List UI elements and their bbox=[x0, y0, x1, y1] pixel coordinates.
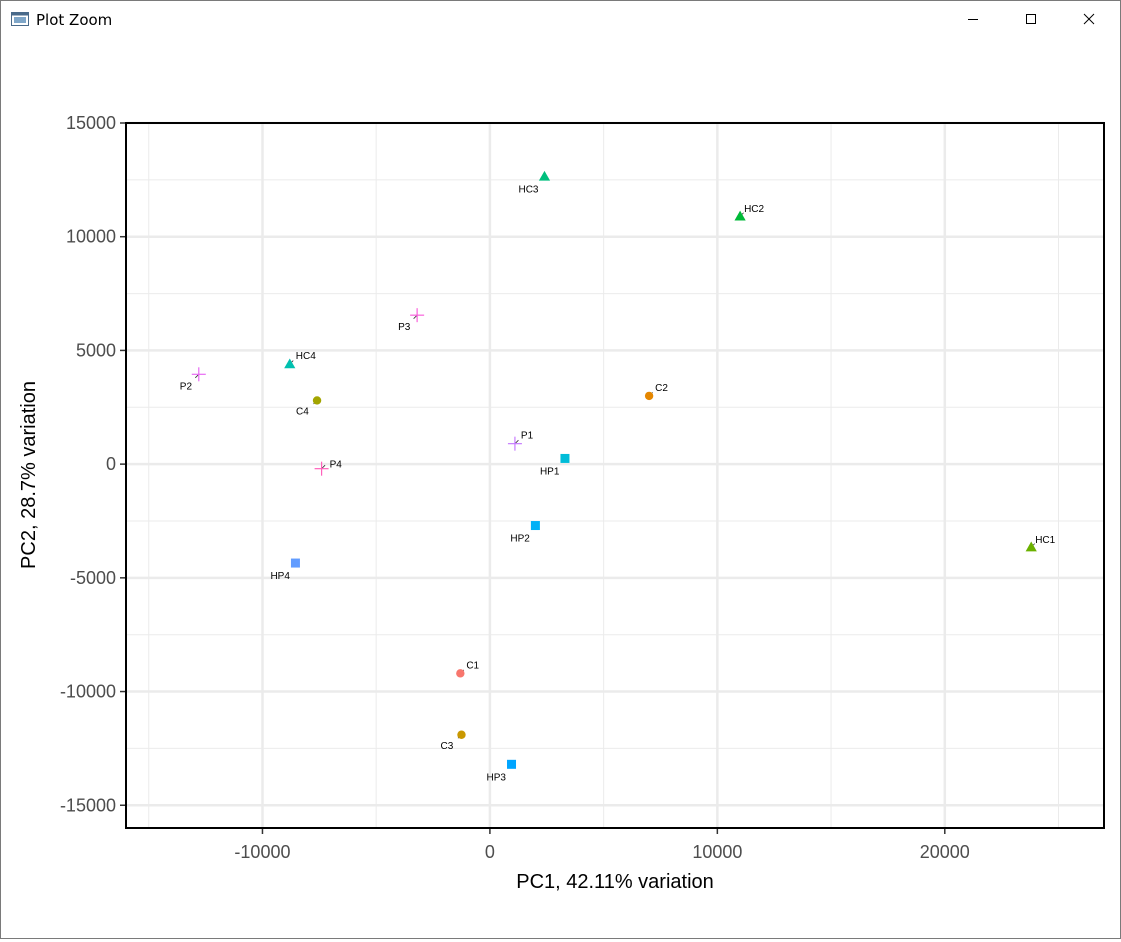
data-point-hp1: HP1 bbox=[540, 453, 570, 477]
maximize-icon bbox=[1026, 14, 1036, 24]
point-label: HC2 bbox=[744, 204, 764, 215]
point-label: HC1 bbox=[1035, 535, 1055, 546]
data-points: C1 C2 C3 C4 HC1 HC2 HC3 HC4 HP1 HP2 HP3 HP4 P1 P2 P3 P4 bbox=[180, 170, 1056, 783]
y-tick-label: 15000 bbox=[66, 113, 116, 133]
point-label: HP1 bbox=[540, 466, 560, 477]
y-tick-label: -5000 bbox=[70, 568, 116, 588]
y-axis-title: PC2, 28.7% variation bbox=[18, 381, 40, 569]
square-marker bbox=[530, 521, 540, 531]
plot-window-icon bbox=[11, 12, 29, 26]
data-point-hp3: HP3 bbox=[487, 759, 517, 783]
data-point-p4: P4 bbox=[314, 460, 343, 476]
maximize-button[interactable] bbox=[1002, 1, 1060, 37]
axis-ticks bbox=[120, 122, 946, 834]
circle-marker bbox=[456, 669, 465, 678]
square-marker bbox=[507, 759, 517, 769]
y-tick-label: -10000 bbox=[60, 682, 116, 702]
data-point-c3: C3 bbox=[440, 730, 466, 752]
minimize-button[interactable] bbox=[944, 1, 1002, 37]
triangle-marker bbox=[538, 170, 551, 181]
minimize-icon bbox=[968, 19, 978, 20]
point-label: C2 bbox=[655, 383, 668, 394]
triangle-marker bbox=[1025, 541, 1037, 552]
point-label: C3 bbox=[440, 741, 453, 752]
data-point-p3: P3 bbox=[398, 308, 425, 333]
point-label: C1 bbox=[466, 660, 479, 671]
point-label: C4 bbox=[296, 406, 309, 417]
square-marker bbox=[290, 558, 300, 568]
x-axis-title: PC1, 42.11% variation bbox=[516, 871, 714, 893]
data-point-p2: P2 bbox=[180, 367, 206, 392]
data-point-hc1: HC1 bbox=[1025, 535, 1056, 552]
point-label: HP3 bbox=[487, 772, 507, 783]
point-label: HC3 bbox=[518, 184, 538, 195]
plot-area: -10000 0 10000 20000 -15000 -10000 -5000 0 5000 1… bbox=[1, 37, 1120, 942]
data-point-hp4: HP4 bbox=[270, 558, 300, 582]
point-label: HC4 bbox=[296, 351, 316, 362]
circle-marker bbox=[644, 391, 654, 401]
x-tick-label: 20000 bbox=[920, 842, 970, 862]
pca-scatter-chart: -10000 0 10000 20000 -15000 -10000 -5000 0 5000 1… bbox=[18, 113, 1105, 893]
triangle-marker bbox=[734, 210, 746, 221]
y-tick-label: 0 bbox=[106, 454, 116, 474]
y-tick-label: 10000 bbox=[66, 227, 116, 247]
close-icon bbox=[1083, 13, 1095, 25]
major-gridlines bbox=[126, 121, 1104, 828]
point-label: HP2 bbox=[510, 534, 530, 545]
point-label: HP4 bbox=[270, 571, 290, 582]
data-point-p1: P1 bbox=[507, 431, 534, 451]
y-tick-label: 5000 bbox=[76, 340, 116, 360]
title-bar[interactable]: Plot Zoom bbox=[1, 1, 1120, 37]
circle-marker bbox=[457, 730, 466, 739]
point-label: P2 bbox=[180, 381, 193, 392]
close-button[interactable] bbox=[1060, 1, 1118, 37]
panel-border bbox=[125, 122, 1105, 829]
window-title: Plot Zoom bbox=[36, 11, 113, 29]
data-point-hc3: HC3 bbox=[518, 170, 551, 195]
square-marker bbox=[560, 453, 570, 463]
x-tick-label: -10000 bbox=[234, 842, 290, 862]
point-label: P3 bbox=[398, 322, 411, 333]
tick-labels: -10000 0 10000 20000 -15000 -10000 -5000 0 5000 1… bbox=[60, 113, 970, 862]
point-label: P1 bbox=[521, 431, 534, 442]
point-label: P4 bbox=[330, 460, 343, 471]
data-point-hp2: HP2 bbox=[510, 521, 540, 545]
minor-gridlines bbox=[126, 123, 1104, 828]
y-tick-label: -15000 bbox=[60, 795, 116, 815]
data-point-c2: C2 bbox=[644, 383, 668, 401]
x-tick-label: 10000 bbox=[692, 842, 742, 862]
data-point-c4: C4 bbox=[296, 396, 322, 417]
data-point-c1: C1 bbox=[456, 660, 480, 678]
data-point-hc4: HC4 bbox=[284, 351, 316, 369]
data-point-hc2: HC2 bbox=[734, 204, 765, 221]
x-tick-label: 0 bbox=[485, 842, 495, 862]
circle-marker bbox=[312, 396, 322, 405]
triangle-marker bbox=[284, 358, 296, 369]
